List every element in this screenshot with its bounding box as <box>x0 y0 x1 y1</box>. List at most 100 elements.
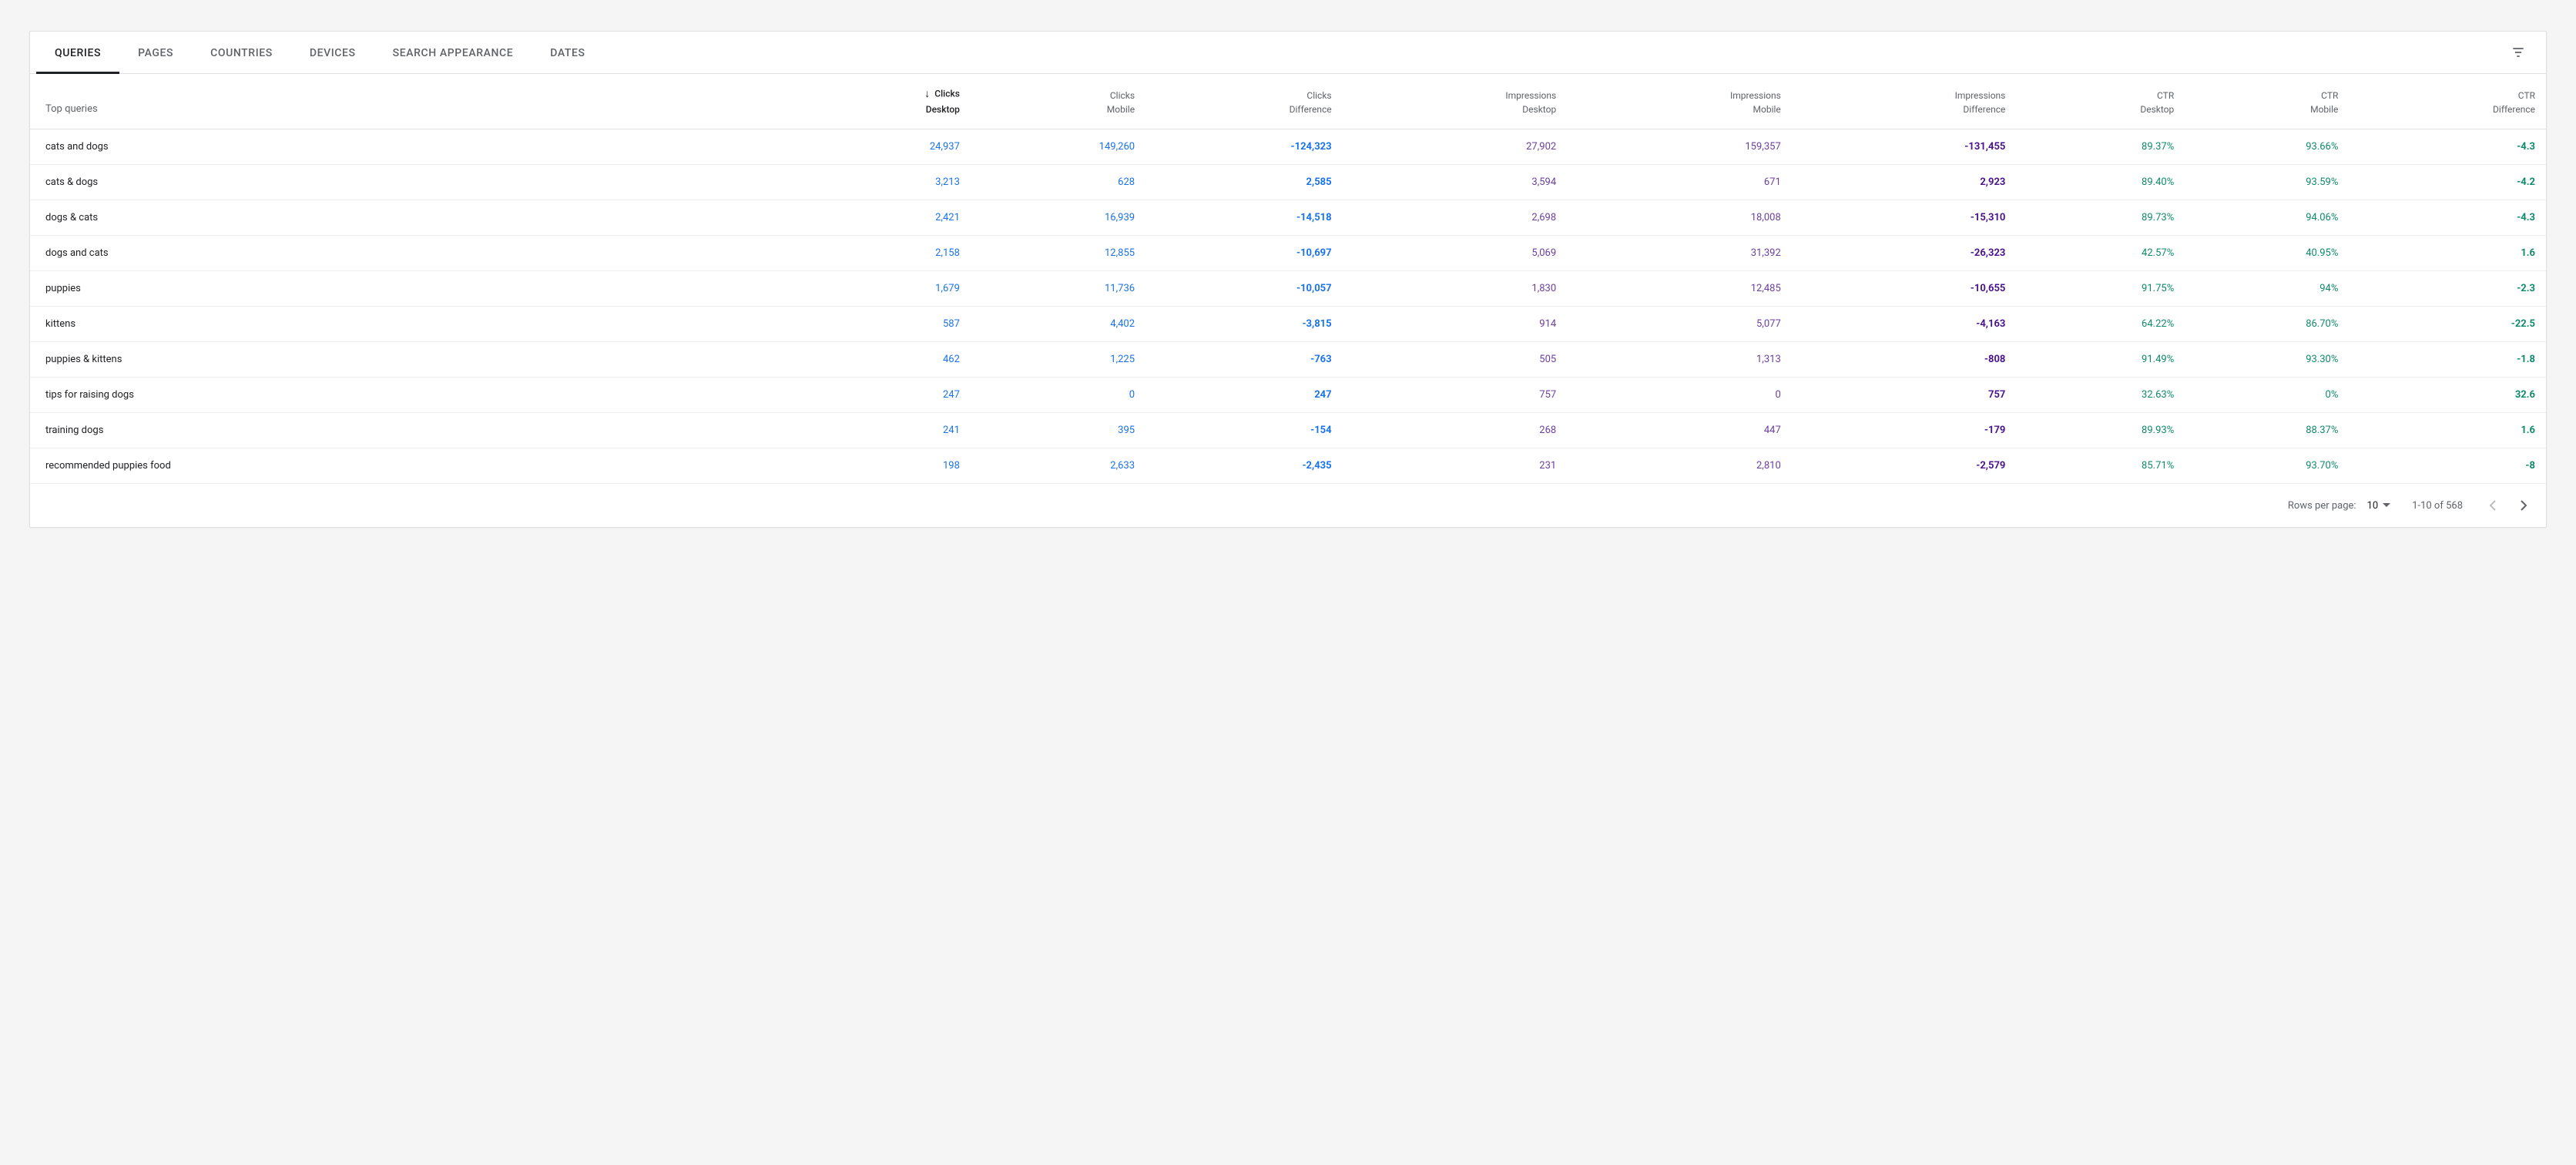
metric-cell: 91.49% <box>2016 342 2185 378</box>
metric-cell: 91.75% <box>2016 271 2185 307</box>
metric-cell: 231 <box>1343 448 1568 484</box>
metric-cell: 2,633 <box>971 448 1145 484</box>
metric-cell: -15,310 <box>1792 200 2017 236</box>
column-header-clicks-desktop[interactable]: ↓ClicksDesktop <box>797 74 971 129</box>
metric-cell: 247 <box>1145 378 1343 413</box>
next-page-button[interactable] <box>2515 495 2532 516</box>
metric-cell: 5,077 <box>1567 307 1792 342</box>
column-header-impressions-mobile[interactable]: ImpressionsMobile <box>1567 74 1792 129</box>
metric-cell: 1,830 <box>1343 271 1568 307</box>
query-cell: dogs & cats <box>30 200 797 236</box>
metric-cell: -131,455 <box>1792 129 2017 165</box>
metric-cell: -154 <box>1145 413 1343 448</box>
query-cell: dogs and cats <box>30 236 797 271</box>
metric-cell: -4,163 <box>1792 307 2017 342</box>
metric-cell: 94.06% <box>2185 200 2349 236</box>
chevron-down-icon <box>2383 503 2390 508</box>
query-cell: tips for raising dogs <box>30 378 797 413</box>
table-row[interactable]: training dogs241395-154268447-17989.93%8… <box>30 413 2546 448</box>
metric-cell: -10,057 <box>1145 271 1343 307</box>
metric-cell: -10,697 <box>1145 236 1343 271</box>
table-row[interactable]: dogs and cats2,15812,855-10,6975,06931,3… <box>30 236 2546 271</box>
metric-cell: 0% <box>2185 378 2349 413</box>
metric-cell: 85.71% <box>2016 448 2185 484</box>
table-row[interactable]: puppies1,67911,736-10,0571,83012,485-10,… <box>30 271 2546 307</box>
column-header-query[interactable]: Top queries <box>30 74 797 129</box>
metric-cell: 32.6 <box>2349 378 2546 413</box>
metric-cell: 628 <box>971 165 1145 200</box>
pagination-range: 1-10 of 568 <box>2412 500 2463 512</box>
rows-per-page-label: Rows per page: <box>2288 500 2356 512</box>
query-cell: recommended puppies food <box>30 448 797 484</box>
query-cell: cats & dogs <box>30 165 797 200</box>
tab-dates[interactable]: DATES <box>532 32 603 73</box>
column-header-impressions-difference[interactable]: ImpressionsDifference <box>1792 74 2017 129</box>
tab-pages[interactable]: PAGES <box>119 32 192 73</box>
table-row[interactable]: dogs & cats2,42116,939-14,5182,69818,008… <box>30 200 2546 236</box>
metric-cell: 42.57% <box>2016 236 2185 271</box>
metric-cell: 2,421 <box>797 200 971 236</box>
column-header-clicks-difference[interactable]: ClicksDifference <box>1145 74 1343 129</box>
prev-page-button[interactable] <box>2484 495 2501 516</box>
column-header-impressions-desktop[interactable]: ImpressionsDesktop <box>1343 74 1568 129</box>
metric-cell: 89.93% <box>2016 413 2185 448</box>
metric-cell: 24,937 <box>797 129 971 165</box>
tab-devices[interactable]: DEVICES <box>291 32 374 73</box>
metric-cell: 88.37% <box>2185 413 2349 448</box>
metric-cell: 268 <box>1343 413 1568 448</box>
sort-desc-icon: ↓ <box>924 86 930 102</box>
metric-cell: -10,655 <box>1792 271 2017 307</box>
table-scroll[interactable]: Top queries↓ClicksDesktopClicksMobileCli… <box>30 74 2546 484</box>
metric-cell: 93.70% <box>2185 448 2349 484</box>
metric-cell: 3,213 <box>797 165 971 200</box>
metric-cell: 3,594 <box>1343 165 1568 200</box>
metric-cell: 0 <box>971 378 1145 413</box>
metric-cell: 16,939 <box>971 200 1145 236</box>
metric-cell: 18,008 <box>1567 200 1792 236</box>
table-row[interactable]: cats and dogs24,937149,260-124,32327,902… <box>30 129 2546 165</box>
query-cell: training dogs <box>30 413 797 448</box>
queries-table: Top queries↓ClicksDesktopClicksMobileCli… <box>30 74 2546 484</box>
column-header-ctr-difference[interactable]: CTRDifference <box>2349 74 2546 129</box>
metric-cell: 12,855 <box>971 236 1145 271</box>
column-header-ctr-mobile[interactable]: CTRMobile <box>2185 74 2349 129</box>
metric-cell: 86.70% <box>2185 307 2349 342</box>
metric-cell: 587 <box>797 307 971 342</box>
tabs-row: QUERIESPAGESCOUNTRIESDEVICESSEARCH APPEA… <box>30 32 2546 74</box>
query-cell: puppies & kittens <box>30 342 797 378</box>
metric-cell: 2,698 <box>1343 200 1568 236</box>
metric-cell: -1.8 <box>2349 342 2546 378</box>
tab-search-appearance[interactable]: SEARCH APPEARANCE <box>374 32 532 73</box>
metric-cell: 671 <box>1567 165 1792 200</box>
table-row[interactable]: puppies & kittens4621,225-7635051,313-80… <box>30 342 2546 378</box>
metric-cell: -14,518 <box>1145 200 1343 236</box>
rows-per-page-select[interactable]: 10 <box>2367 500 2391 512</box>
metric-cell: 64.22% <box>2016 307 2185 342</box>
metric-cell: 2,923 <box>1792 165 2017 200</box>
table-row[interactable]: recommended puppies food1982,633-2,43523… <box>30 448 2546 484</box>
filter-button[interactable] <box>2497 35 2540 69</box>
metric-cell: 462 <box>797 342 971 378</box>
tab-countries[interactable]: COUNTRIES <box>192 32 291 73</box>
metric-cell: 31,392 <box>1567 236 1792 271</box>
metric-cell: 241 <box>797 413 971 448</box>
metric-cell: 32.63% <box>2016 378 2185 413</box>
column-header-ctr-desktop[interactable]: CTRDesktop <box>2016 74 2185 129</box>
metric-cell: 1.6 <box>2349 413 2546 448</box>
rows-per-page-value: 10 <box>2367 500 2379 512</box>
metric-cell: 1.6 <box>2349 236 2546 271</box>
metric-cell: 4,402 <box>971 307 1145 342</box>
column-header-clicks-mobile[interactable]: ClicksMobile <box>971 74 1145 129</box>
filter-icon <box>2511 45 2526 60</box>
tab-queries[interactable]: QUERIES <box>36 32 119 73</box>
metric-cell: 159,357 <box>1567 129 1792 165</box>
metric-cell: 11,736 <box>971 271 1145 307</box>
table-row[interactable]: kittens5874,402-3,8159145,077-4,16364.22… <box>30 307 2546 342</box>
query-cell: kittens <box>30 307 797 342</box>
table-row[interactable]: cats & dogs3,2136282,5853,5946712,92389.… <box>30 165 2546 200</box>
metric-cell: 395 <box>971 413 1145 448</box>
metric-cell: 1,679 <box>797 271 971 307</box>
metric-cell: -2.3 <box>2349 271 2546 307</box>
table-row[interactable]: tips for raising dogs2470247757075732.63… <box>30 378 2546 413</box>
metric-cell: -124,323 <box>1145 129 1343 165</box>
